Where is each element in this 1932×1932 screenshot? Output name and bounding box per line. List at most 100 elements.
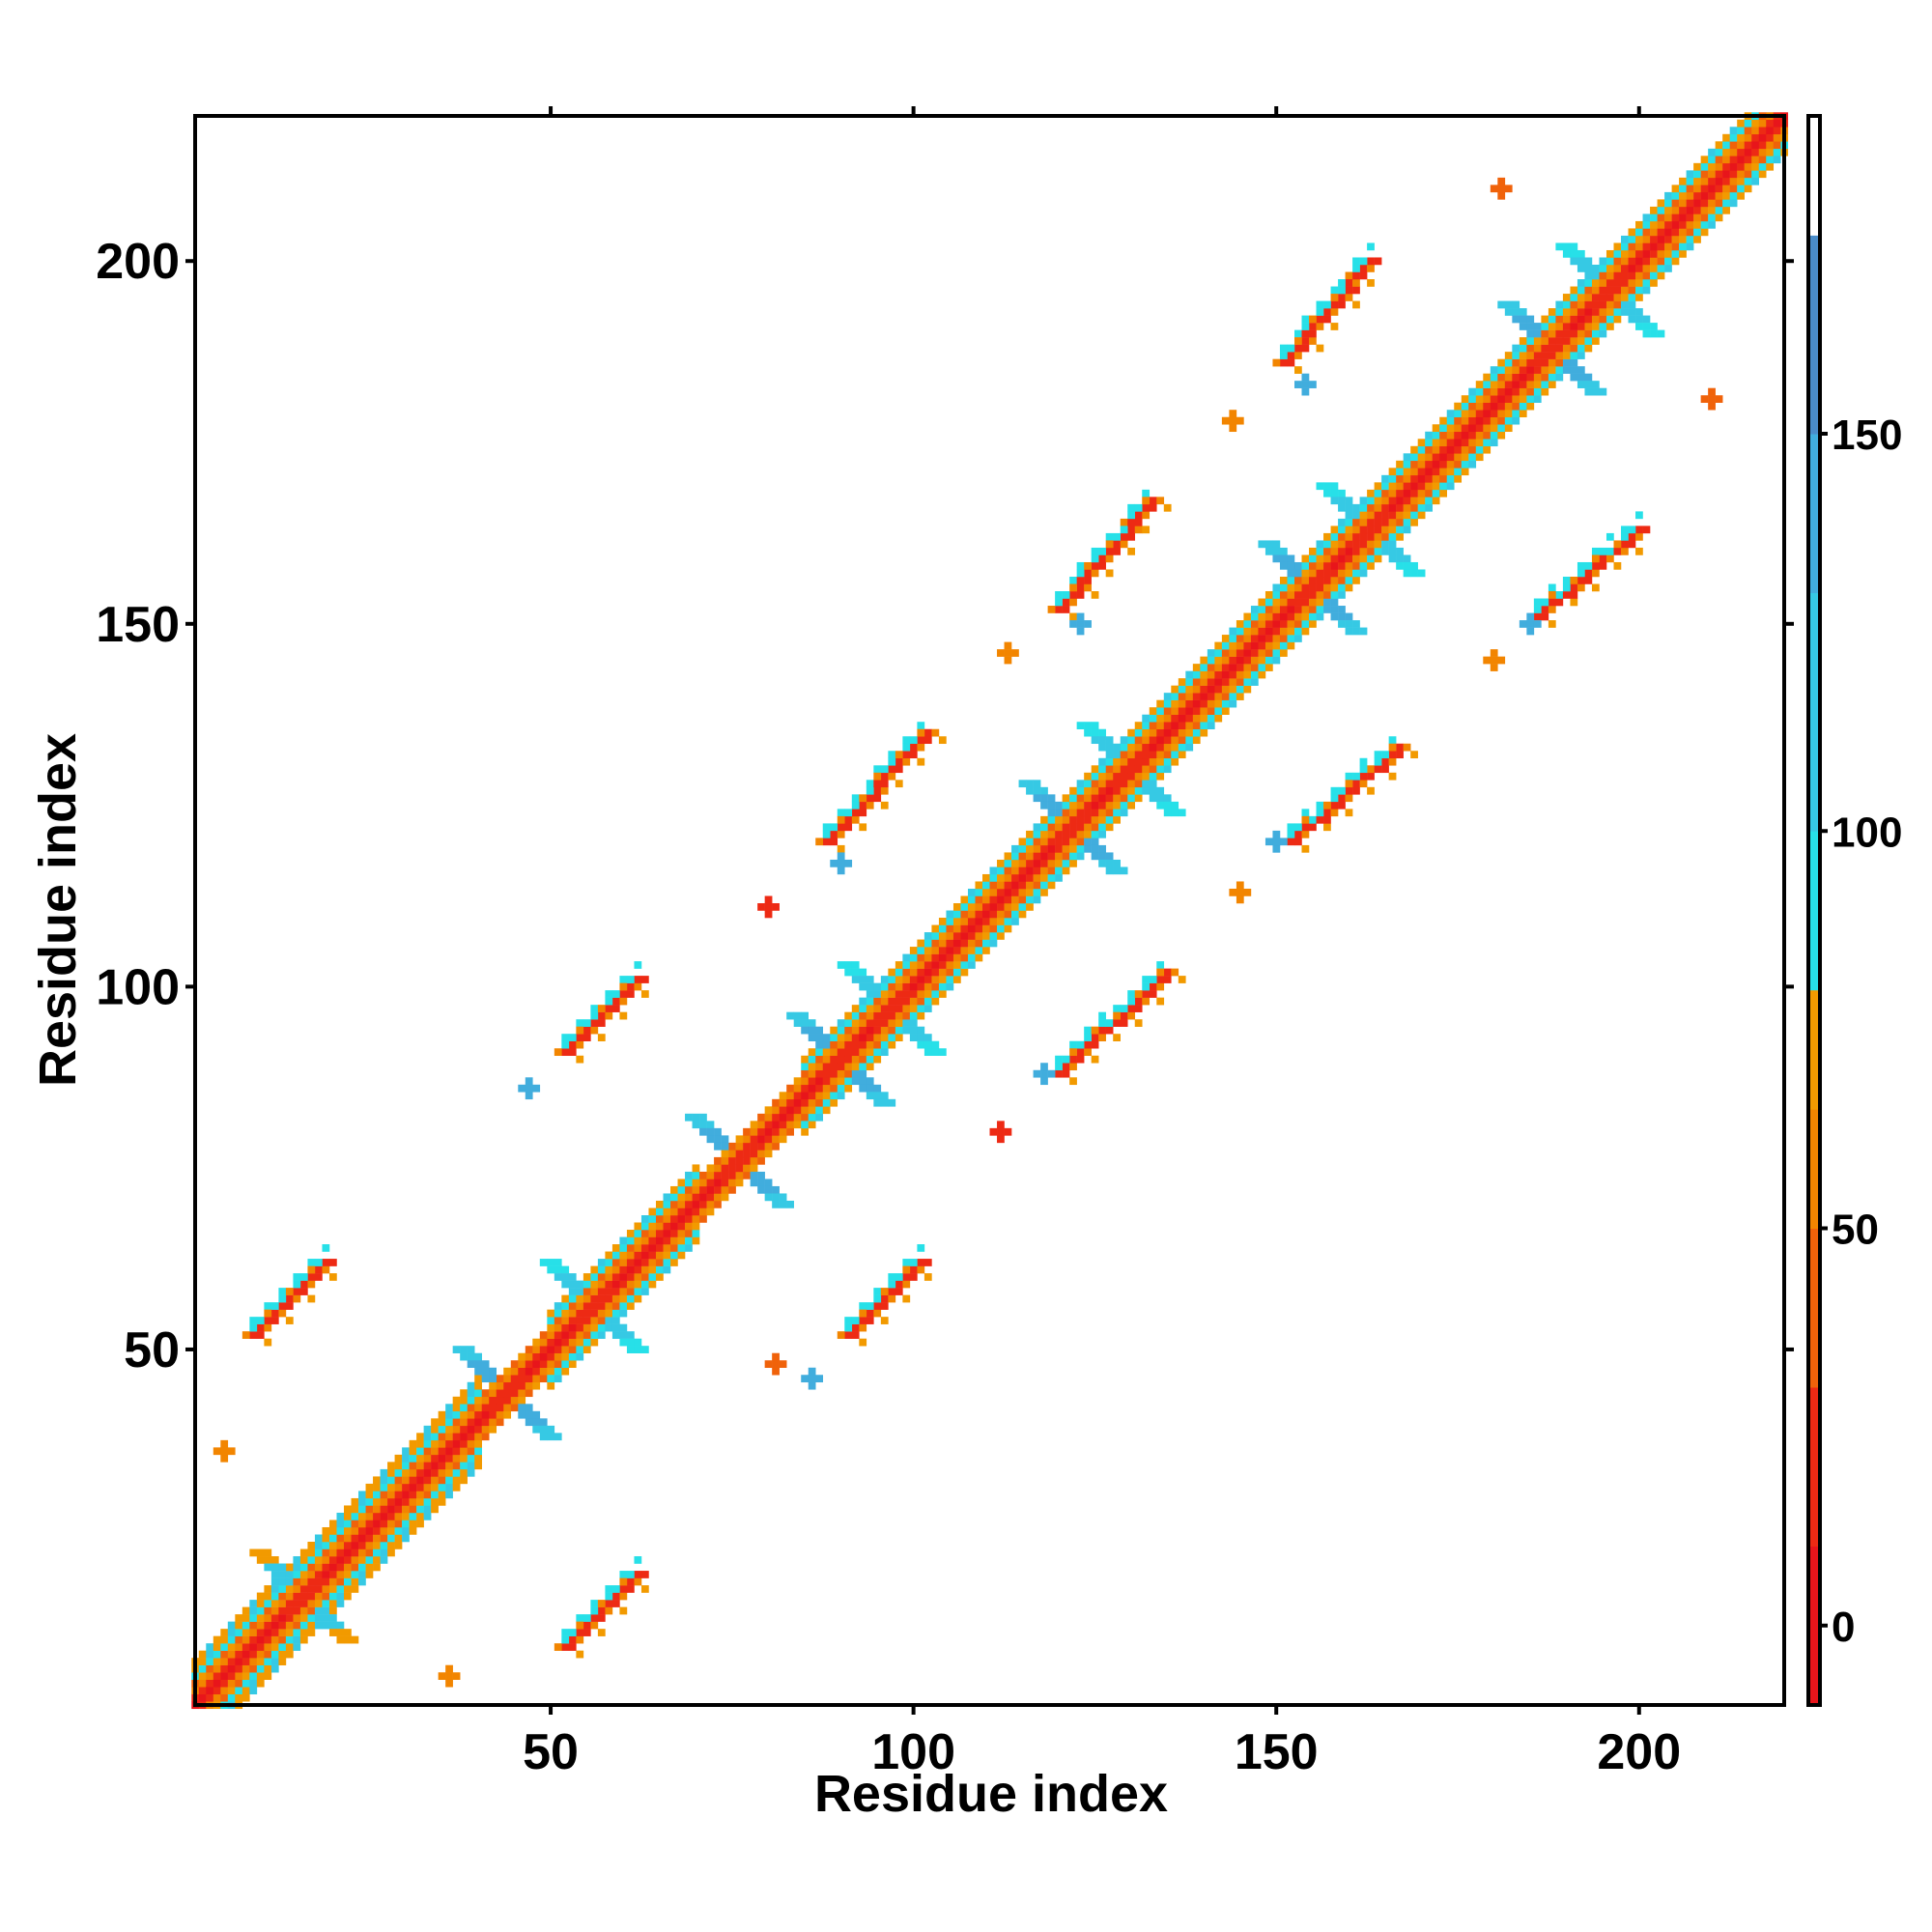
heatmap-cell <box>1178 714 1186 723</box>
heatmap-cell <box>1301 337 1310 345</box>
heatmap-cell <box>888 1005 896 1012</box>
heatmap-cell <box>568 1360 577 1368</box>
heatmap-cell <box>923 997 932 1006</box>
heatmap-cell <box>1279 598 1288 607</box>
heatmap-cell <box>481 1404 490 1412</box>
heatmap-cell <box>1236 635 1244 642</box>
heatmap-cell <box>285 1571 294 1578</box>
heatmap-cell <box>1120 540 1128 549</box>
heatmap-cell <box>213 1447 221 1456</box>
heatmap-cell <box>909 1273 918 1281</box>
heatmap-cell <box>1599 561 1607 570</box>
heatmap-cell <box>590 1265 599 1274</box>
heatmap-cell <box>1425 453 1433 462</box>
heatmap-cell <box>1287 344 1295 353</box>
heatmap-cell <box>1316 591 1324 599</box>
heatmap-cell <box>1069 1063 1077 1071</box>
heatmap-cell <box>1432 445 1440 454</box>
heatmap-cell <box>801 1106 809 1115</box>
heatmap-cell <box>510 1375 519 1383</box>
heatmap-cell <box>1033 838 1041 846</box>
heatmap-cell <box>336 1635 345 1644</box>
heatmap-cell <box>1185 722 1194 729</box>
heatmap-cell <box>873 786 882 795</box>
heatmap-cell <box>1737 133 1745 142</box>
heatmap-cell <box>539 1331 548 1339</box>
heatmap-cell <box>844 1026 853 1035</box>
heatmap-cell <box>1446 460 1455 469</box>
heatmap-cell <box>815 1098 824 1107</box>
heatmap-cell <box>1729 162 1738 171</box>
heatmap-cell <box>1214 649 1223 657</box>
heatmap-cell <box>293 1280 301 1289</box>
heatmap-cell <box>1541 323 1549 330</box>
heatmap-cell <box>365 1563 374 1572</box>
heatmap-cell <box>1062 823 1070 832</box>
heatmap-cell <box>634 1577 642 1586</box>
heatmap-cell <box>314 1542 323 1549</box>
heatmap-cell <box>851 1048 860 1057</box>
heatmap-cell <box>1432 424 1440 433</box>
heatmap-cell <box>1062 1063 1070 1071</box>
heatmap-cell <box>474 1389 482 1398</box>
heatmap-cell <box>793 1113 802 1122</box>
heatmap-cell <box>1026 867 1034 875</box>
heatmap-cell <box>380 1556 388 1564</box>
heatmap-cell <box>213 1650 221 1659</box>
heatmap-cell <box>888 1011 896 1020</box>
heatmap-cell <box>1171 693 1179 700</box>
heatmap-cell <box>1323 801 1331 810</box>
heatmap-cell <box>1446 439 1455 447</box>
heatmap-cell <box>1221 635 1230 642</box>
heatmap-cell <box>1359 540 1368 549</box>
heatmap-cell <box>793 1121 802 1129</box>
heatmap-cell <box>1483 395 1492 403</box>
heatmap-cell <box>590 1294 599 1303</box>
heatmap-cell <box>1069 838 1077 846</box>
heatmap-cell <box>576 1026 584 1035</box>
heatmap-cell <box>822 1048 831 1057</box>
heatmap-cell <box>1338 583 1346 592</box>
heatmap-cell <box>975 888 983 896</box>
heatmap-cell <box>902 968 911 977</box>
heatmap-cell <box>1359 561 1368 570</box>
heatmap-cell <box>431 1505 439 1514</box>
heatmap-cell <box>1657 249 1665 258</box>
heatmap-cell <box>547 1346 555 1353</box>
heatmap-cell <box>1519 410 1527 418</box>
heatmap-cell <box>1454 460 1463 469</box>
heatmap-cell <box>721 1164 729 1173</box>
heatmap-cell <box>1084 576 1092 584</box>
heatmap-cell <box>1642 286 1651 295</box>
heatmap-cell <box>1171 707 1179 715</box>
heatmap-cell <box>1664 228 1672 237</box>
heatmap-cell <box>1316 612 1324 621</box>
heatmap-cell <box>1570 308 1578 316</box>
heatmap-cell <box>1766 156 1775 164</box>
heatmap-cell <box>1264 656 1273 665</box>
heatmap-cell <box>445 1439 453 1448</box>
heatmap-cell <box>1200 685 1208 694</box>
heatmap-cell <box>1490 649 1498 657</box>
heatmap-cell <box>815 1092 824 1100</box>
heatmap-cell <box>1396 751 1404 759</box>
heatmap-cell <box>1330 547 1339 555</box>
heatmap-cell <box>532 1381 541 1390</box>
heatmap-cell <box>605 1606 613 1615</box>
heatmap-cell <box>597 1600 606 1607</box>
heatmap-cell <box>663 1208 671 1216</box>
heatmap-cell <box>1330 612 1339 621</box>
heatmap-cell <box>227 1650 236 1659</box>
heatmap-cell <box>1091 591 1099 599</box>
heatmap-cell <box>328 1629 337 1636</box>
heatmap-cell <box>764 910 773 919</box>
heatmap-cell <box>1628 242 1636 251</box>
heatmap-cell <box>518 1360 526 1368</box>
heatmap-cell <box>1635 526 1643 534</box>
heatmap-cell <box>1483 439 1492 447</box>
heatmap-cell <box>1345 532 1353 541</box>
heatmap-cell <box>1635 228 1643 237</box>
heatmap-cell <box>1729 170 1738 179</box>
heatmap-cell <box>299 1556 308 1564</box>
heatmap-cell <box>1577 265 1585 272</box>
